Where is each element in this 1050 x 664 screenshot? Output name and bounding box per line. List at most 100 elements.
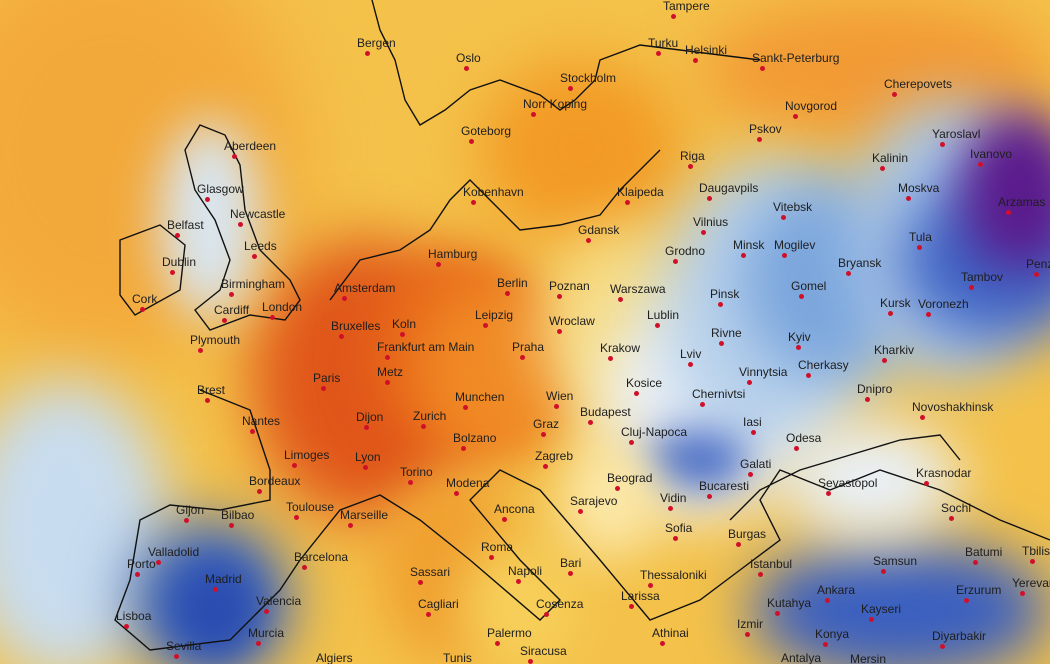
city-marker bbox=[846, 271, 851, 276]
city-label: Bergen bbox=[357, 36, 396, 50]
city-label: Tbilisi bbox=[1022, 544, 1050, 558]
city-marker bbox=[464, 66, 469, 71]
city-marker bbox=[1006, 210, 1011, 215]
city-marker bbox=[454, 491, 459, 496]
city-marker bbox=[302, 565, 307, 570]
city-marker bbox=[660, 641, 665, 646]
city-label: Iasi bbox=[743, 415, 762, 429]
city-label: Hamburg bbox=[428, 247, 478, 261]
city-label: Torino bbox=[400, 465, 433, 479]
city-marker bbox=[629, 440, 634, 445]
city-marker bbox=[256, 641, 261, 646]
city-label: Palermo bbox=[487, 626, 532, 640]
city-marker bbox=[964, 598, 969, 603]
city-label: Sevastopol bbox=[818, 476, 878, 490]
field-region bbox=[780, 420, 960, 540]
city-marker bbox=[483, 323, 488, 328]
city-marker bbox=[745, 632, 750, 637]
city-label: Bordeaux bbox=[249, 474, 301, 488]
city-label: Zurich bbox=[413, 409, 447, 423]
city-label: Roma bbox=[481, 540, 514, 554]
city-marker bbox=[688, 362, 693, 367]
city-marker bbox=[342, 296, 347, 301]
city-marker bbox=[634, 391, 639, 396]
city-marker bbox=[615, 486, 620, 491]
city-label: Murcia bbox=[248, 626, 285, 640]
city-label: Vinnytsia bbox=[739, 365, 788, 379]
city-marker bbox=[469, 139, 474, 144]
field-region bbox=[560, 440, 660, 560]
city-marker bbox=[348, 523, 353, 528]
city-label: Erzurum bbox=[956, 583, 1002, 597]
city-marker bbox=[892, 92, 897, 97]
city-marker bbox=[793, 114, 798, 119]
city-marker bbox=[926, 312, 931, 317]
city-label: Ivanovo bbox=[970, 147, 1013, 161]
city-marker bbox=[671, 14, 676, 19]
city-label: Budapest bbox=[580, 405, 631, 419]
city-label: Pinsk bbox=[710, 287, 740, 301]
city-label: Stockholm bbox=[560, 71, 617, 85]
city-marker bbox=[205, 398, 210, 403]
city-label: Chernivtsi bbox=[692, 387, 746, 401]
city-label: Kharkiv bbox=[874, 343, 915, 357]
city-marker bbox=[554, 404, 559, 409]
city-label: Bucaresti bbox=[699, 479, 750, 493]
city-label: Voronezh bbox=[918, 297, 969, 311]
city-label: Samsun bbox=[873, 554, 918, 568]
city-marker bbox=[124, 624, 129, 629]
city-marker bbox=[505, 291, 510, 296]
city-label: Lviv bbox=[680, 347, 702, 361]
city-label: Antalya bbox=[781, 651, 822, 664]
city-marker bbox=[917, 245, 922, 250]
city-marker bbox=[544, 612, 549, 617]
city-label: Tula bbox=[909, 230, 932, 244]
city-marker bbox=[618, 297, 623, 302]
city-marker bbox=[751, 430, 756, 435]
city-label: Metz bbox=[377, 365, 404, 379]
city-marker bbox=[170, 270, 175, 275]
city-label: Leeds bbox=[244, 239, 277, 253]
city-label: Riga bbox=[680, 149, 705, 163]
city-label: Minsk bbox=[733, 238, 765, 252]
city-label: Grodno bbox=[665, 244, 706, 258]
city-label: Ankara bbox=[817, 583, 856, 597]
city-label: Beograd bbox=[607, 471, 653, 485]
city-label: Tunis bbox=[443, 651, 472, 664]
city-marker bbox=[781, 215, 786, 220]
city-marker bbox=[270, 315, 275, 320]
city-marker bbox=[673, 536, 678, 541]
city-label: Yerevan bbox=[1012, 576, 1050, 590]
city-marker bbox=[747, 380, 752, 385]
city-label: Daugavpils bbox=[699, 181, 759, 195]
city-marker bbox=[940, 142, 945, 147]
city-label: Gdansk bbox=[578, 223, 620, 237]
city-marker bbox=[656, 51, 661, 56]
city-marker bbox=[229, 292, 234, 297]
city-marker bbox=[796, 345, 801, 350]
city-marker bbox=[175, 233, 180, 238]
city-marker bbox=[625, 200, 630, 205]
city-label: Kalinin bbox=[872, 151, 909, 165]
city-label: Napoli bbox=[508, 564, 543, 578]
city-marker bbox=[869, 617, 874, 622]
city-label: Siracusa bbox=[520, 644, 567, 658]
city-marker bbox=[461, 446, 466, 451]
city-marker bbox=[881, 569, 886, 574]
city-label: Kayseri bbox=[861, 602, 902, 616]
city-label: Vilnius bbox=[693, 215, 729, 229]
city-marker bbox=[292, 463, 297, 468]
field-region bbox=[160, 120, 260, 320]
city-label: Istanbul bbox=[750, 557, 793, 571]
city-label: Porto bbox=[127, 557, 156, 571]
city-label: Kosice bbox=[626, 376, 663, 390]
city-marker bbox=[436, 262, 441, 267]
city-label: Vitebsk bbox=[773, 200, 813, 214]
city-marker bbox=[294, 515, 299, 520]
city-marker bbox=[232, 154, 237, 159]
city-label: Penza bbox=[1026, 257, 1050, 271]
field-region bbox=[640, 430, 750, 490]
city-label: Marseille bbox=[340, 508, 389, 522]
